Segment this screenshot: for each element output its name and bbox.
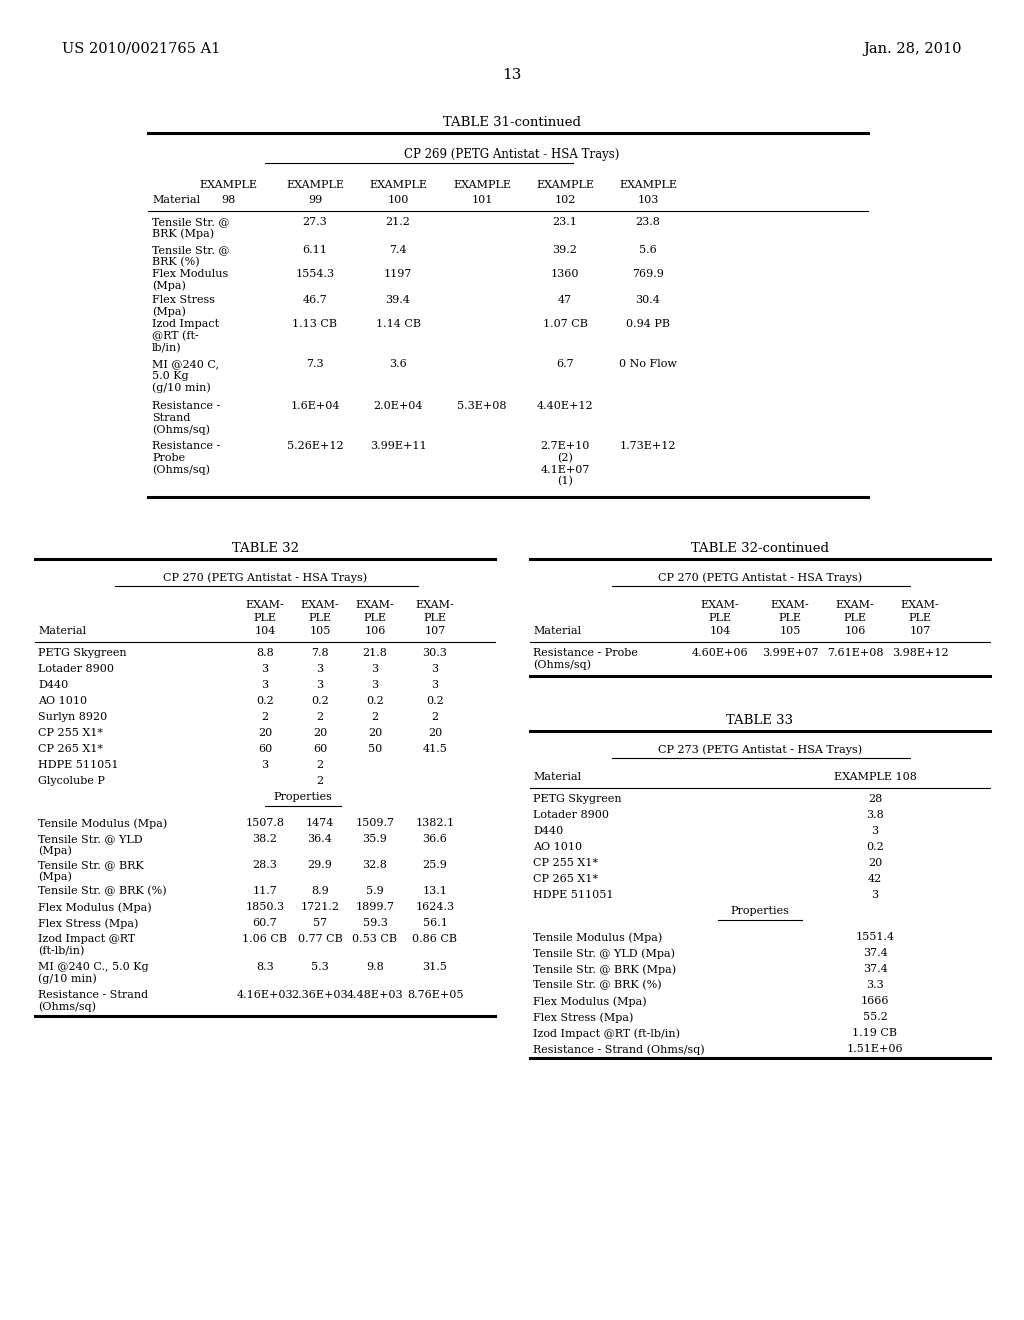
Text: 31.5: 31.5	[423, 962, 447, 972]
Text: PLE: PLE	[308, 612, 332, 623]
Text: 60: 60	[313, 744, 327, 754]
Text: 2.7E+10
(2)
4.1E+07
(1): 2.7E+10 (2) 4.1E+07 (1)	[541, 441, 590, 487]
Text: AO 1010: AO 1010	[38, 696, 87, 706]
Text: 55.2: 55.2	[862, 1012, 888, 1022]
Text: EXAMPLE: EXAMPLE	[199, 180, 257, 190]
Text: PLE: PLE	[844, 612, 866, 623]
Text: 25.9: 25.9	[423, 861, 447, 870]
Text: 4.48E+03: 4.48E+03	[347, 990, 403, 1001]
Text: 99: 99	[308, 195, 323, 205]
Text: 1.51E+06: 1.51E+06	[847, 1044, 903, 1053]
Text: 6.7: 6.7	[556, 359, 573, 370]
Text: PLE: PLE	[908, 612, 932, 623]
Text: EXAMPLE: EXAMPLE	[369, 180, 427, 190]
Text: 36.6: 36.6	[423, 834, 447, 843]
Text: 5.26E+12: 5.26E+12	[287, 441, 343, 451]
Text: Flex Modulus
(Mpa): Flex Modulus (Mpa)	[152, 269, 228, 292]
Text: Resistance -
Strand
(Ohms/sq): Resistance - Strand (Ohms/sq)	[152, 401, 220, 434]
Text: PLE: PLE	[254, 612, 276, 623]
Text: Lotader 8900: Lotader 8900	[534, 810, 609, 820]
Text: 769.9: 769.9	[632, 269, 664, 279]
Text: 103: 103	[637, 195, 658, 205]
Text: 37.4: 37.4	[862, 948, 888, 958]
Text: 1.19 CB: 1.19 CB	[853, 1028, 897, 1038]
Text: 60: 60	[258, 744, 272, 754]
Text: EXAM-: EXAM-	[416, 601, 455, 610]
Text: 39.2: 39.2	[553, 246, 578, 255]
Text: 1850.3: 1850.3	[246, 902, 285, 912]
Text: 20: 20	[258, 729, 272, 738]
Text: CP 273 (PETG Antistat - HSA Trays): CP 273 (PETG Antistat - HSA Trays)	[658, 744, 862, 755]
Text: 42: 42	[868, 874, 882, 884]
Text: 0.2: 0.2	[367, 696, 384, 706]
Text: MI @240 C., 5.0 Kg
(g/10 min): MI @240 C., 5.0 Kg (g/10 min)	[38, 962, 148, 985]
Text: Lotader 8900: Lotader 8900	[38, 664, 114, 675]
Text: 1.6E+04: 1.6E+04	[290, 401, 340, 411]
Text: 3: 3	[261, 760, 268, 770]
Text: PETG Skygreen: PETG Skygreen	[38, 648, 127, 657]
Text: 105: 105	[309, 626, 331, 636]
Text: 30.3: 30.3	[423, 648, 447, 657]
Text: 107: 107	[424, 626, 445, 636]
Text: 104: 104	[254, 626, 275, 636]
Text: D440: D440	[38, 680, 69, 690]
Text: 1507.8: 1507.8	[246, 818, 285, 828]
Text: 0.2: 0.2	[311, 696, 329, 706]
Text: Flex Modulus (Mpa): Flex Modulus (Mpa)	[534, 997, 646, 1007]
Text: 1382.1: 1382.1	[416, 818, 455, 828]
Text: 1.73E+12: 1.73E+12	[620, 441, 676, 451]
Text: 2: 2	[372, 711, 379, 722]
Text: 3: 3	[431, 664, 438, 675]
Text: Izod Impact @RT
(ft-lb/in): Izod Impact @RT (ft-lb/in)	[38, 935, 135, 956]
Text: Glycolube P: Glycolube P	[38, 776, 104, 785]
Text: Flex Stress (Mpa): Flex Stress (Mpa)	[534, 1012, 634, 1023]
Text: EXAM-: EXAM-	[246, 601, 285, 610]
Text: Flex Modulus (Mpa): Flex Modulus (Mpa)	[38, 902, 152, 912]
Text: 13: 13	[503, 69, 521, 82]
Text: CP 265 X1*: CP 265 X1*	[534, 874, 598, 884]
Text: 11.7: 11.7	[253, 886, 278, 896]
Text: 20: 20	[368, 729, 382, 738]
Text: PETG Skygreen: PETG Skygreen	[534, 795, 622, 804]
Text: Properties: Properties	[730, 906, 790, 916]
Text: Resistance - Strand
(Ohms/sq): Resistance - Strand (Ohms/sq)	[38, 990, 148, 1012]
Text: 8.3: 8.3	[256, 962, 273, 972]
Text: 98: 98	[221, 195, 236, 205]
Text: 59.3: 59.3	[362, 917, 387, 928]
Text: 6.11: 6.11	[302, 246, 328, 255]
Text: 4.16E+03: 4.16E+03	[237, 990, 293, 1001]
Text: EXAM-: EXAM-	[700, 601, 739, 610]
Text: 1360: 1360	[551, 269, 580, 279]
Text: 3.99E+07: 3.99E+07	[762, 648, 818, 657]
Text: 8.9: 8.9	[311, 886, 329, 896]
Text: 37.4: 37.4	[862, 964, 888, 974]
Text: EXAMPLE: EXAMPLE	[286, 180, 344, 190]
Text: 36.4: 36.4	[307, 834, 333, 843]
Text: CP 255 X1*: CP 255 X1*	[38, 729, 103, 738]
Text: Tensile Str. @
BRK (Mpa): Tensile Str. @ BRK (Mpa)	[152, 216, 229, 239]
Text: 105: 105	[779, 626, 801, 636]
Text: TABLE 31-continued: TABLE 31-continued	[443, 116, 581, 129]
Text: Flex Stress
(Mpa): Flex Stress (Mpa)	[152, 294, 215, 317]
Text: 46.7: 46.7	[303, 294, 328, 305]
Text: 0.2: 0.2	[426, 696, 443, 706]
Text: 20: 20	[313, 729, 327, 738]
Text: 1474: 1474	[306, 818, 334, 828]
Text: 1197: 1197	[384, 269, 413, 279]
Text: 3.3: 3.3	[866, 979, 884, 990]
Text: 107: 107	[909, 626, 931, 636]
Text: 29.9: 29.9	[307, 861, 333, 870]
Text: 100: 100	[387, 195, 409, 205]
Text: 3.8: 3.8	[866, 810, 884, 820]
Text: Resistance -
Probe
(Ohms/sq): Resistance - Probe (Ohms/sq)	[152, 441, 220, 475]
Text: EXAMPLE: EXAMPLE	[536, 180, 594, 190]
Text: 0.2: 0.2	[866, 842, 884, 851]
Text: 2.0E+04: 2.0E+04	[374, 401, 423, 411]
Text: Tensile Str. @ BRK
(Mpa): Tensile Str. @ BRK (Mpa)	[38, 861, 143, 882]
Text: 57: 57	[313, 917, 327, 928]
Text: 0 No Flow: 0 No Flow	[620, 359, 677, 370]
Text: 56.1: 56.1	[423, 917, 447, 928]
Text: Tensile Str. @ BRK (Mpa): Tensile Str. @ BRK (Mpa)	[534, 964, 676, 974]
Text: Properties: Properties	[273, 792, 332, 803]
Text: TABLE 33: TABLE 33	[726, 714, 794, 727]
